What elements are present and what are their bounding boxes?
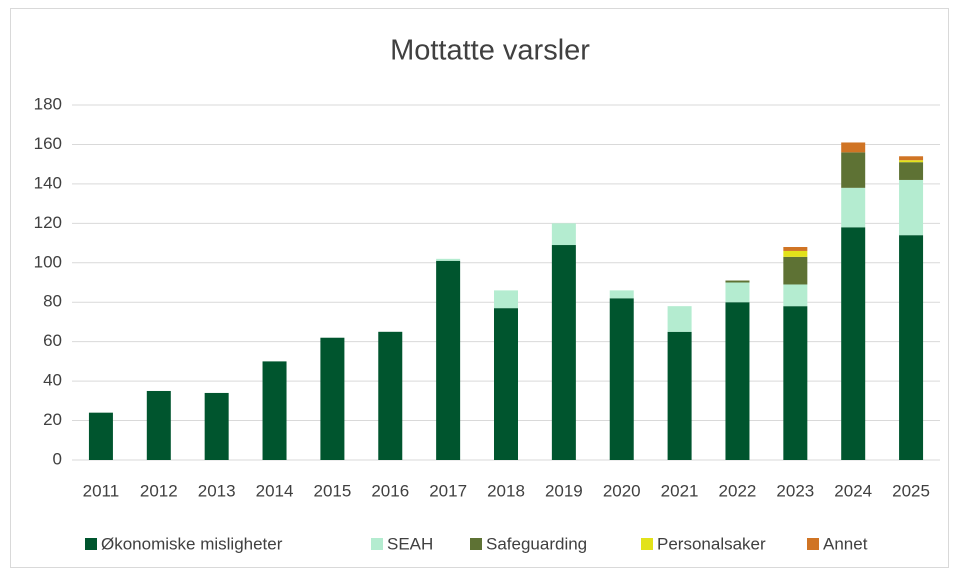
bar-segment [320, 337, 345, 460]
bar-segment [899, 162, 924, 180]
bar-segment [899, 156, 924, 161]
bar-segment [725, 302, 750, 460]
bar-segment [609, 290, 634, 299]
x-tick-label: 2019 [545, 481, 583, 500]
bar-segment [841, 152, 866, 188]
bar-segment [841, 142, 866, 153]
y-tick-label: 160 [34, 134, 62, 153]
bar-segment [783, 247, 808, 251]
bar-segment [899, 235, 924, 460]
bar-segment [783, 250, 808, 257]
bar-segment [783, 256, 808, 285]
legend-swatch [85, 538, 97, 550]
bar-segment [436, 258, 461, 261]
bar-segment [841, 227, 866, 460]
legend-swatch [807, 538, 819, 550]
bar-segment [725, 282, 750, 303]
bar-segment [725, 280, 750, 283]
bar-segment [609, 298, 634, 460]
x-tick-label: 2025 [892, 481, 930, 500]
legend-label: Annet [823, 534, 868, 553]
bar-segment [783, 306, 808, 460]
x-tick-label: 2016 [371, 481, 409, 500]
y-tick-label: 0 [53, 449, 62, 468]
bar-segment [899, 160, 924, 163]
x-tick-label: 2024 [834, 481, 872, 500]
x-tick-label: 2012 [140, 481, 178, 500]
bar-segment [667, 306, 692, 332]
x-tick-label: 2021 [661, 481, 699, 500]
x-tick-label: 2018 [487, 481, 525, 500]
bar-segment [841, 187, 866, 228]
chart-title: Mottatte varsler [390, 35, 590, 67]
legend-label: Safeguarding [486, 534, 587, 553]
bar-segment [262, 361, 287, 460]
x-tick-label: 2015 [313, 481, 351, 500]
y-tick-label: 40 [43, 371, 62, 390]
bar-segment [899, 179, 924, 236]
bar-segment [378, 331, 403, 460]
bar-segment [494, 290, 518, 309]
x-tick-label: 2023 [776, 481, 814, 500]
y-tick-label: 20 [43, 410, 62, 429]
bar-segment [783, 284, 808, 307]
legend-swatch [470, 538, 482, 550]
x-tick-label: 2020 [603, 481, 641, 500]
bar-segment [494, 308, 518, 460]
legend-label: Økonomiske misligheter [101, 534, 283, 553]
bar-segment [88, 412, 113, 460]
x-tick-label: 2011 [83, 481, 120, 500]
y-tick-label: 120 [34, 213, 62, 232]
legend-swatch [641, 538, 653, 550]
legend-label: Personalsaker [657, 534, 766, 553]
bar-segment [204, 392, 229, 460]
y-tick-label: 100 [34, 252, 62, 271]
y-tick-label: 180 [34, 94, 62, 113]
x-tick-label: 2022 [719, 481, 757, 500]
x-tick-label: 2014 [256, 481, 294, 500]
bar-segment [667, 331, 692, 460]
x-tick-label: 2013 [198, 481, 236, 500]
bar-segment [436, 260, 461, 460]
bar-segment [551, 245, 576, 460]
legend-label: SEAH [387, 534, 433, 553]
bar-segment [551, 223, 576, 246]
legend-swatch [371, 538, 383, 550]
y-tick-label: 60 [43, 331, 62, 350]
x-tick-label: 2017 [429, 481, 467, 500]
bar-segment [146, 390, 171, 460]
y-tick-label: 140 [34, 173, 62, 192]
y-tick-label: 80 [43, 292, 62, 311]
